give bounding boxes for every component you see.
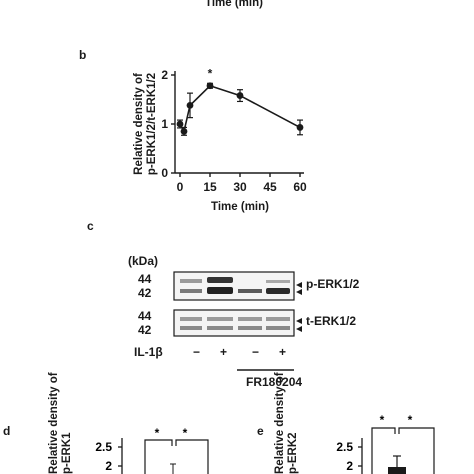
top-chart-xlabel: Time (min): [205, 0, 263, 9]
panel-e-bar: [388, 467, 406, 474]
blot-band: [238, 326, 262, 330]
panel-label-e: e: [257, 424, 264, 438]
blot-band: [238, 289, 262, 293]
blot-band: [266, 280, 290, 283]
line-chart-b: 0 1 2 0 15 30 45 60 Time (min) Relative density o…: [133, 66, 307, 213]
blot-band: [266, 317, 290, 321]
inhibitor-label: FR180204: [246, 375, 303, 389]
panel-label-c: c: [87, 219, 94, 233]
blot-band: [180, 289, 202, 293]
blot-row2-label: t-ERK1/2: [306, 314, 357, 328]
panel-d-sig-1: *: [155, 426, 160, 440]
blot-band: [238, 317, 262, 321]
x-tick-label: 45: [263, 180, 277, 194]
panel-e-bracket-1: [371, 427, 396, 474]
blot-arrowhead: [296, 289, 302, 295]
data-point: [180, 127, 188, 135]
panel-e-bracket-2: [398, 427, 435, 474]
panel-d-bracket-2: [175, 439, 209, 474]
y-axis-title-line: Relative density of: [133, 73, 145, 175]
blot-band: [266, 326, 290, 330]
blot-image: [173, 271, 302, 371]
y-axis-title-line: p-ERK1/2/t-ERK1/2: [146, 73, 158, 175]
treatment-sign-lane2: +: [220, 345, 228, 359]
blot-row1-marker-42: 42: [138, 286, 152, 300]
blot-band: [180, 326, 202, 330]
blot-band: [207, 277, 233, 283]
data-point: [186, 101, 194, 109]
panel-d-ytick-2.5: 2.5: [95, 440, 112, 454]
blot-row2-frame: [173, 309, 295, 337]
blot-arrowhead: [296, 326, 302, 332]
x-tick-label: 15: [203, 180, 217, 194]
treatment-sign-lane1: −: [193, 345, 201, 359]
panel-label-b: b: [79, 48, 87, 62]
treatment-label: IL-1β: [134, 345, 163, 359]
y-tick-label: 1: [161, 117, 168, 131]
blot-row2-markers: 44 42: [138, 309, 151, 337]
panel-e-ytick-2.5: 2.5: [336, 440, 353, 454]
blot-band: [207, 317, 233, 321]
blot-band: [207, 326, 233, 330]
blot-row1-markers: 44 42: [138, 272, 151, 300]
blot-band: [207, 287, 233, 294]
blot-row1-frame: [173, 271, 295, 301]
blot-arrowhead: [296, 282, 302, 288]
x-tick-label: 0: [177, 180, 184, 194]
data-point: [206, 82, 214, 90]
blot-unit-label: (kDa): [128, 254, 159, 268]
blot-row2-marker-44: 44: [138, 309, 152, 323]
panel-d-sig-2: *: [183, 426, 188, 440]
panel-d-bracket-1: [144, 439, 173, 474]
panel-d-ytick-2: 2: [105, 459, 112, 473]
significance-marker: *: [208, 66, 213, 80]
panel-e-sig-2: *: [408, 413, 413, 427]
panel-label-d: d: [3, 424, 11, 438]
blot-band: [180, 279, 202, 283]
x-axis-title: Time (min): [211, 201, 269, 213]
data-point: [296, 124, 304, 131]
blot-row1-marker-44: 44: [138, 272, 152, 286]
y-tick-label: 2: [161, 68, 168, 82]
blot-arrowhead: [296, 318, 302, 324]
panel-e-ytick-2: 2: [346, 459, 353, 473]
treatment-sign-lane3: −: [252, 345, 260, 359]
blot-row2-marker-42: 42: [138, 323, 152, 337]
panel-e-ylabel-line2: p-ERK2: [287, 432, 299, 474]
blot-band: [266, 288, 290, 294]
x-tick-label: 30: [233, 180, 247, 194]
treatment-sign-lane4: +: [279, 345, 287, 359]
panel-e-sig-1: *: [380, 413, 385, 427]
y-tick-label: 0: [161, 166, 168, 180]
data-point: [236, 92, 244, 99]
x-tick-label: 60: [293, 180, 307, 194]
data-point: [176, 120, 184, 128]
panel-d-ylabel-line1: Relative density of: [48, 372, 60, 474]
blot-band: [180, 317, 202, 321]
panel-d-ylabel-line2: p-ERK1: [61, 432, 73, 474]
panel-e-ylabel-line1: Relative density of: [274, 372, 286, 474]
blot-row1-label: p-ERK1/2: [306, 277, 360, 291]
